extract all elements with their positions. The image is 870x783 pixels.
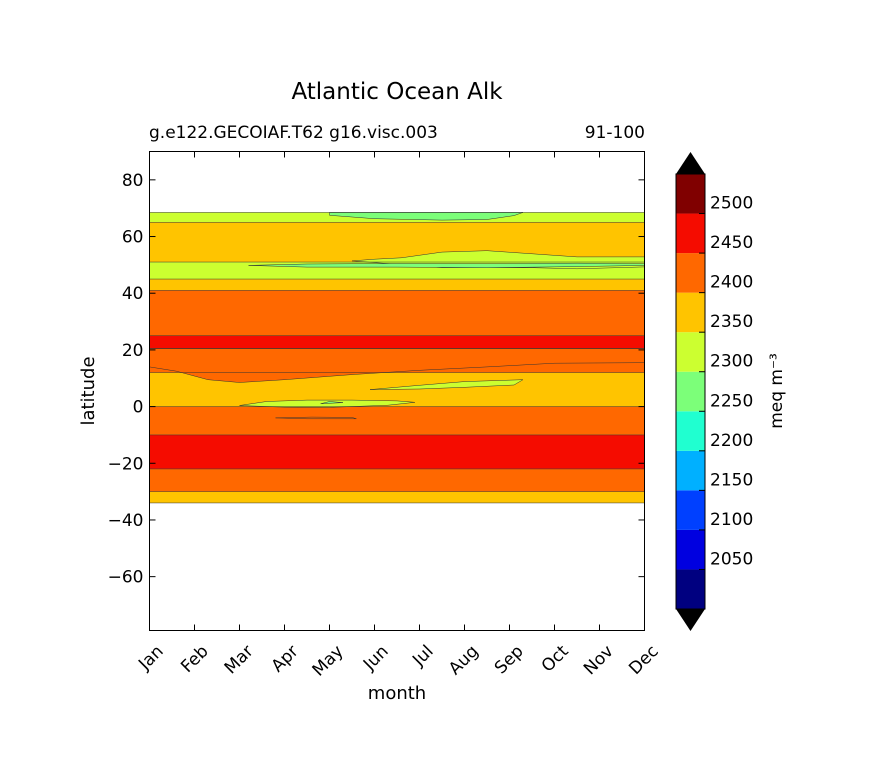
contour-band-9: [149, 434, 645, 469]
colorbar-segment: [676, 292, 705, 333]
colorbar-segment: [676, 490, 705, 530]
colorbar-segment: [676, 253, 705, 293]
colorbar-segment: [676, 213, 705, 254]
colorbar-under-arrow: [676, 609, 705, 631]
colorbar-tick-label: 2300: [710, 352, 753, 372]
colorbar-segment: [676, 332, 705, 372]
colorbar-over-arrow: [676, 152, 705, 174]
contour-patch-4: [369, 379, 524, 390]
contour-band-8: [149, 406, 645, 435]
x-axis-label: month: [368, 683, 426, 704]
colorbar-tick-label: 2450: [710, 233, 753, 253]
colorbar-segment: [676, 371, 705, 412]
colorbar-tick-label: 2200: [710, 431, 753, 451]
contour-band-10: [149, 468, 645, 492]
colorbar-frame: [675, 173, 706, 610]
colorbar-tick-label: 2100: [710, 510, 753, 530]
contour-patch-5: [239, 399, 416, 408]
y-tick-label: −60: [108, 568, 144, 588]
plot-frame: [149, 151, 645, 631]
contour-band-4: [149, 290, 645, 336]
colorbar-segment: [676, 411, 705, 451]
contour-band-3: [149, 279, 645, 291]
contour-band-5: [149, 335, 645, 349]
colorbar-tick-label: 2500: [710, 194, 753, 214]
y-axis-label: latitude: [78, 356, 99, 425]
y-tick-label: −20: [108, 454, 144, 474]
colorbar-tick-label: 2050: [710, 549, 753, 569]
colorbar: 2050 2100 2150 2200 2250 2300 2350 2400 2450 2500: [675, 152, 753, 631]
colorbar-tick-label: 2350: [710, 312, 753, 332]
chart-subtitle-left: g.e122.GECOIAF.T62 g16.visc.003: [149, 123, 438, 143]
colorbar-label: meq m⁻³: [767, 353, 787, 429]
y-tick-label: 0: [133, 398, 144, 418]
colorbar-segment: [676, 174, 705, 214]
chart-subtitle-right: 91-100: [585, 123, 645, 143]
y-tick-label: −40: [108, 511, 144, 531]
colorbar-tick-label: 2150: [710, 470, 753, 490]
contour-patch-7: [275, 416, 357, 420]
y-tick-label: 20: [122, 341, 144, 361]
chart-title: Atlantic Ocean Alk: [291, 79, 503, 105]
plot-area: Jan Feb Mar Apr May Jun Jul Aug Sep Oct Nov Dec 806…: [108, 151, 663, 681]
contour-patch-6: [320, 401, 344, 405]
contour-fill-layer: [149, 212, 645, 504]
colorbar-segment: [676, 569, 705, 609]
contour-band-1: [149, 222, 645, 263]
contour-band-11: [149, 491, 645, 503]
y-tick-label: 40: [122, 284, 144, 304]
colorbar-tick-label: 2250: [710, 391, 753, 411]
colorbar-segment: [676, 450, 705, 491]
contour-patch-2: [248, 262, 645, 268]
y-axis: 80 60 40 20 0 −20 −40 −60: [108, 171, 645, 588]
y-tick-label: 60: [122, 228, 144, 248]
colorbar-tick-label: 2400: [710, 273, 753, 293]
colorbar-segment: [676, 529, 705, 570]
contour-patch-3: [149, 348, 645, 383]
y-tick-label: 80: [122, 171, 144, 191]
